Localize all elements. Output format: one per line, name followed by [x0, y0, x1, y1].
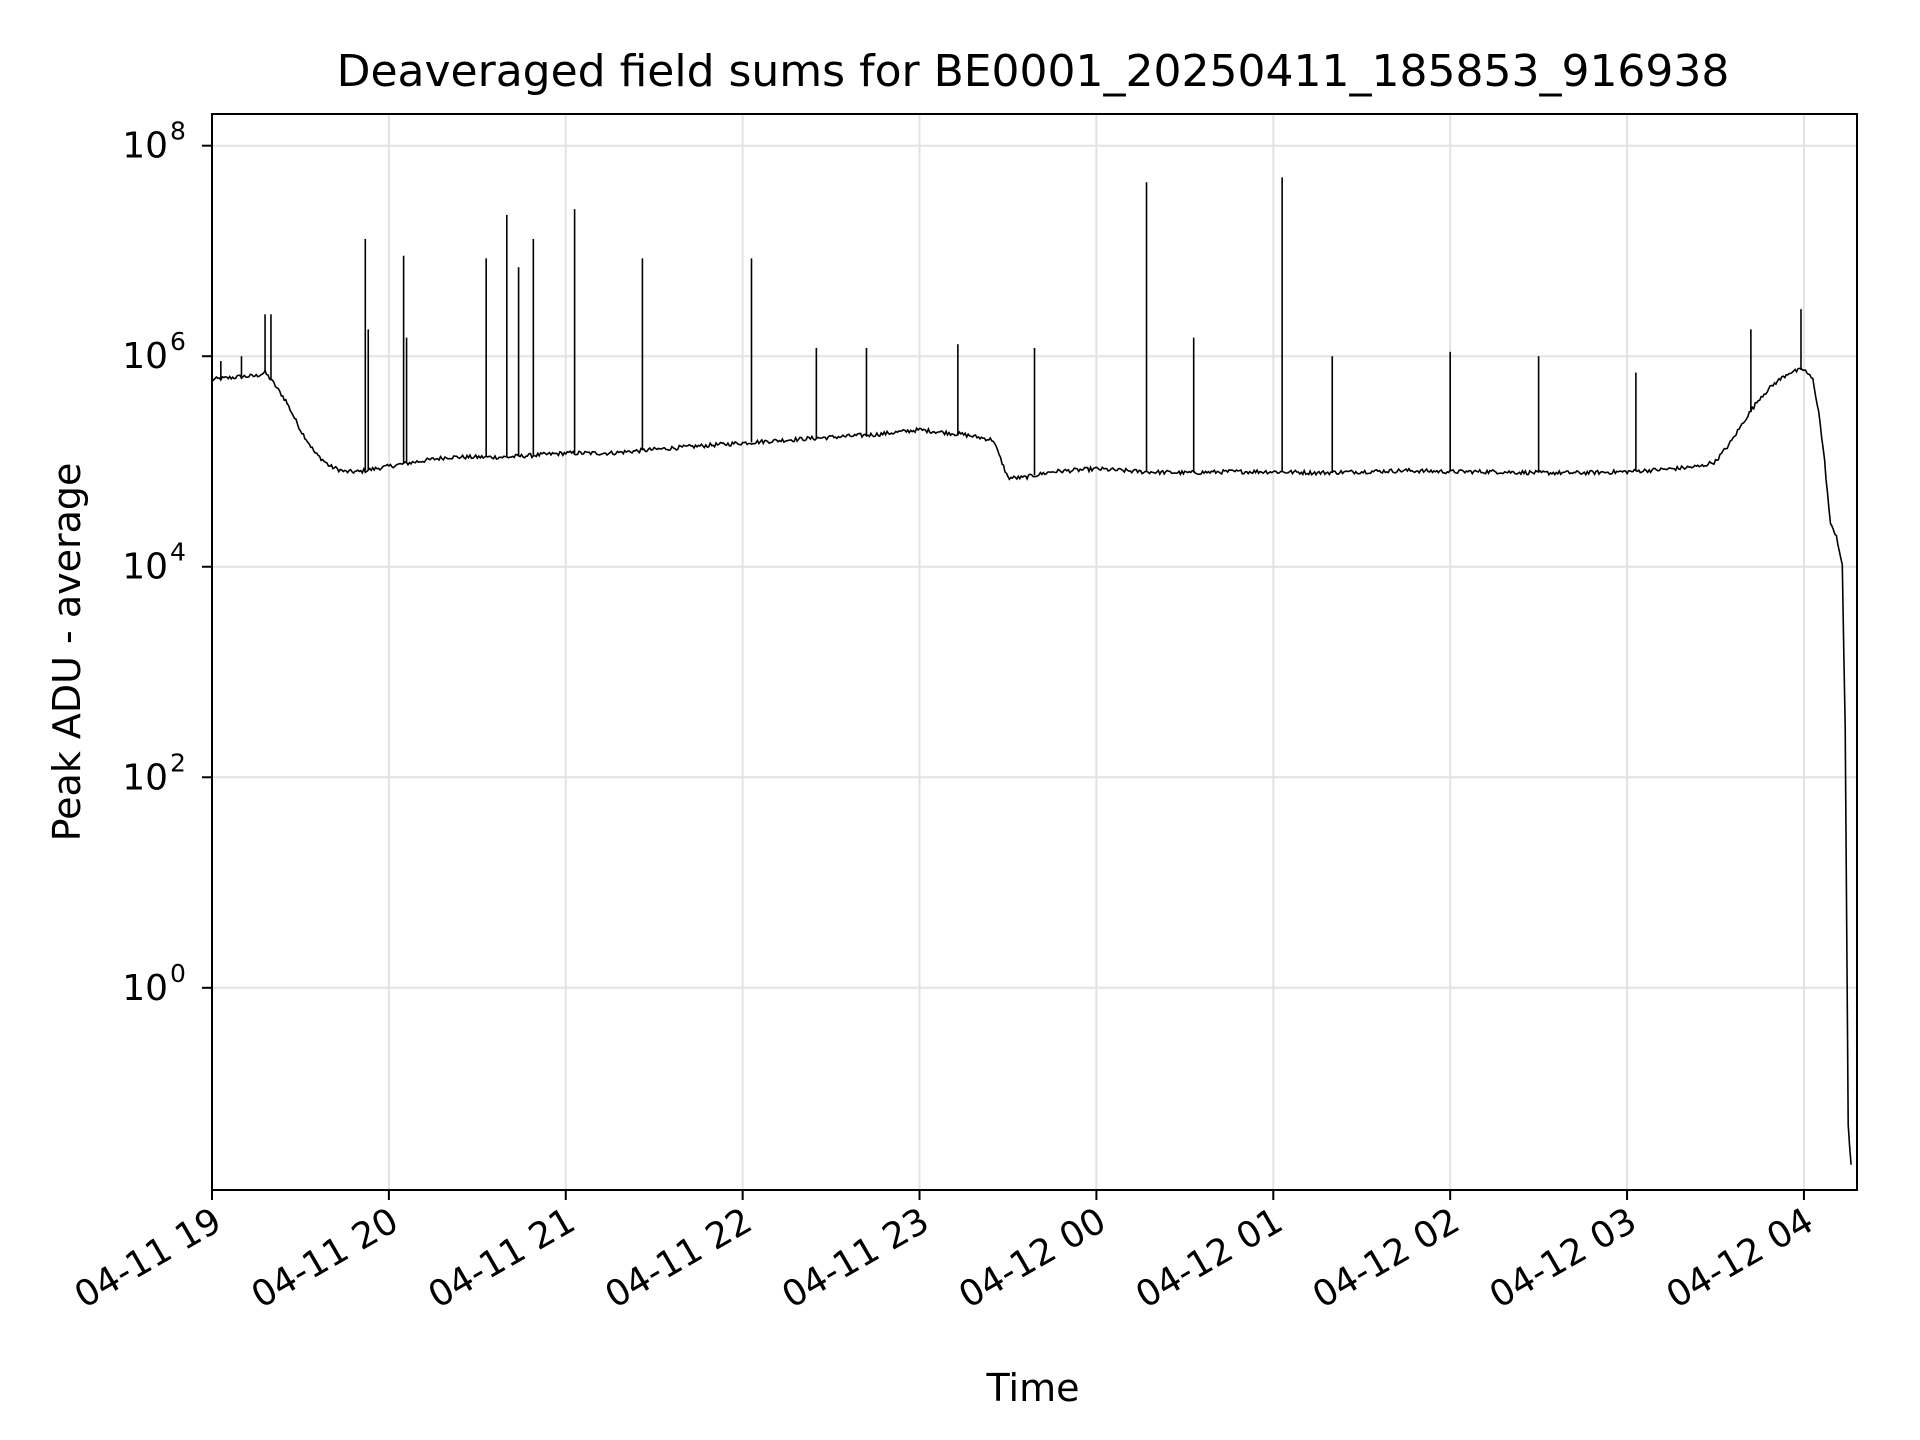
y-tick-label: 10 — [122, 126, 168, 167]
y-tick-exponent: 6 — [170, 327, 186, 356]
y-tick-exponent: 8 — [170, 117, 186, 146]
axes-frame — [211, 113, 1858, 1191]
chart-title: Deaveraged field sums for BE0001_2025041… — [337, 46, 1730, 97]
y-tick-label: 10 — [122, 757, 168, 798]
y-tick-label: 10 — [122, 968, 168, 1009]
y-tick-label: 10 — [122, 336, 168, 377]
y-axis-label: Peak ADU - average — [45, 463, 89, 842]
series-line — [212, 367, 1852, 1165]
plot-area — [212, 177, 1852, 1165]
y-tick-exponent: 0 — [170, 959, 186, 988]
x-axis-label: Time — [986, 1366, 1080, 1410]
y-tick-exponent: 4 — [170, 538, 186, 567]
spikes-group — [220, 177, 1802, 476]
y-tick-label: 10 — [122, 547, 168, 588]
y-tick-exponent: 2 — [170, 748, 186, 777]
